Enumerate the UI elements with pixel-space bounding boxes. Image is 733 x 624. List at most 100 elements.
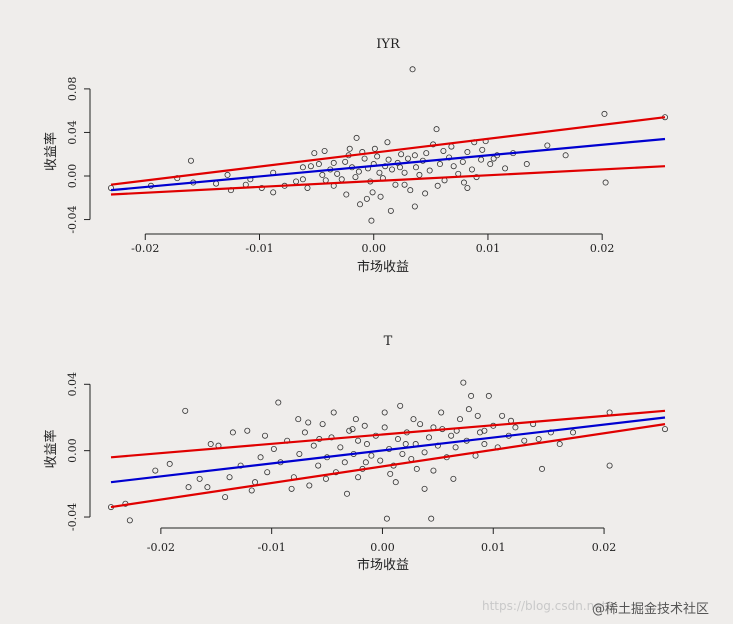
data-point [446, 154, 453, 161]
y-axis-label: 收益率 [43, 429, 59, 468]
data-point [556, 441, 563, 448]
data-point [262, 432, 269, 439]
data-point [440, 147, 447, 154]
data-point [368, 217, 375, 224]
x-tick-label: -0.01 [258, 541, 286, 554]
data-point [521, 437, 528, 444]
data-point [301, 429, 308, 436]
data-point [474, 412, 481, 419]
data-point [450, 475, 457, 482]
data-point [411, 152, 418, 159]
data-point [426, 167, 433, 174]
x-tick-label: 0.01 [476, 242, 501, 255]
panel-iyr: IYR 市场收益 收益率 -0.02 -0.01 0.00 0.01 0.02 -0.04… [43, 37, 669, 275]
data-point [152, 467, 159, 474]
data-point [539, 465, 546, 472]
data-point [602, 179, 609, 186]
data-point [570, 429, 577, 436]
data-point [346, 427, 353, 434]
data-point [363, 195, 370, 202]
data-point [460, 379, 467, 386]
data-point [361, 155, 368, 162]
data-point [606, 462, 613, 469]
data-point [436, 161, 443, 168]
data-point [296, 450, 303, 457]
data-point [319, 421, 326, 428]
data-point [423, 150, 430, 157]
data-point [321, 147, 328, 154]
y-tick-label: 0.08 [66, 77, 79, 102]
y-tick-label: 0.00 [66, 164, 79, 189]
data-point [413, 465, 420, 472]
x-tick-label: 0.01 [481, 541, 506, 554]
data-point [460, 179, 467, 186]
data-point [377, 193, 384, 200]
data-point [448, 143, 455, 150]
data-point [341, 459, 348, 466]
data-point [381, 409, 388, 416]
data-point [468, 166, 475, 173]
x-tick-label: -0.02 [131, 242, 159, 255]
x-tick-label: 0.02 [592, 541, 617, 554]
data-point [383, 515, 390, 522]
data-point [416, 171, 423, 178]
data-point [401, 181, 408, 188]
data-point [392, 181, 399, 188]
data-point [244, 427, 251, 434]
data-point [402, 441, 409, 448]
data-point [264, 469, 271, 476]
data-point [349, 426, 356, 433]
data-point [355, 474, 362, 481]
fit-lines [110, 116, 666, 196]
data-point [330, 409, 337, 416]
x-tick-label: 0.00 [370, 541, 395, 554]
data-point [353, 134, 360, 141]
data-point [315, 462, 322, 469]
data-point [397, 402, 404, 409]
data-point [421, 449, 428, 456]
data-point [473, 174, 480, 181]
data-point [523, 161, 530, 168]
data-point [490, 155, 497, 162]
data-point [448, 432, 455, 439]
data-point [355, 168, 362, 175]
data-point [307, 163, 314, 170]
data-point [357, 201, 364, 208]
data-point [512, 424, 519, 431]
data-point [376, 169, 383, 176]
x-axis-label: 市场收益 [357, 259, 409, 275]
data-point [502, 165, 509, 172]
data-point [535, 436, 542, 443]
data-point [337, 444, 344, 451]
data-point [222, 494, 229, 501]
data-point [422, 190, 429, 197]
data-point [428, 515, 435, 522]
data-point [407, 187, 414, 194]
data-point [355, 437, 362, 444]
data-point [382, 163, 389, 170]
data-point [396, 164, 403, 171]
data-point [248, 487, 255, 494]
data-point [362, 459, 369, 466]
y-tick-label: 0.04 [66, 372, 79, 397]
data-point [322, 177, 329, 184]
scatter-points [108, 66, 669, 224]
data-point [412, 164, 419, 171]
x-tick-label: -0.02 [147, 541, 175, 554]
data-point [464, 149, 471, 156]
data-point [343, 191, 350, 198]
chart-title: IYR [376, 37, 401, 52]
data-point [361, 422, 368, 429]
data-point [342, 158, 349, 165]
data-point [562, 152, 569, 159]
data-point [601, 110, 608, 117]
y-axis-label: 收益率 [43, 132, 59, 171]
y-tick-label: -0.04 [66, 503, 79, 531]
upper-band-line [110, 409, 666, 459]
data-point [315, 161, 322, 168]
data-point [334, 170, 341, 177]
x-tick-label: 0.02 [590, 242, 615, 255]
data-point [352, 174, 359, 181]
data-point [368, 452, 375, 459]
